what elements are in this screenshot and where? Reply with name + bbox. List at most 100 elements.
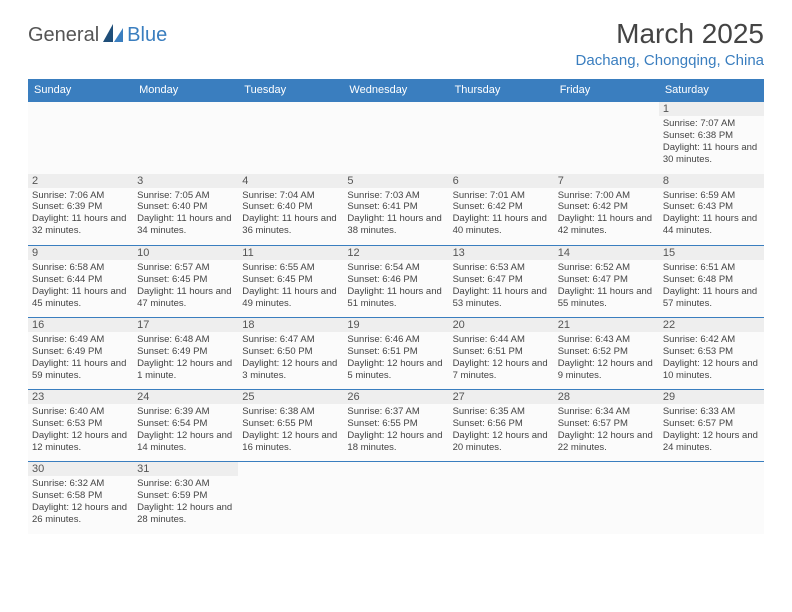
calendar-cell: 3Sunrise: 7:05 AMSunset: 6:40 PMDaylight… — [133, 174, 238, 246]
sunrise-line: Sunrise: 6:40 AM — [32, 406, 129, 418]
calendar-cell: 19Sunrise: 6:46 AMSunset: 6:51 PMDayligh… — [343, 318, 448, 390]
sunset-line: Sunset: 6:43 PM — [663, 201, 760, 213]
calendar-cell: 24Sunrise: 6:39 AMSunset: 6:54 PMDayligh… — [133, 390, 238, 462]
day-number: 1 — [659, 102, 764, 116]
calendar-cell: 5Sunrise: 7:03 AMSunset: 6:41 PMDaylight… — [343, 174, 448, 246]
calendar-cell — [449, 102, 554, 174]
calendar-cell: 28Sunrise: 6:34 AMSunset: 6:57 PMDayligh… — [554, 390, 659, 462]
sunrise-line: Sunrise: 7:05 AM — [137, 190, 234, 202]
sunset-line: Sunset: 6:52 PM — [558, 346, 655, 358]
day-number: 12 — [343, 246, 448, 260]
daylight-line: Daylight: 11 hours and 45 minutes. — [32, 286, 129, 310]
calendar-cell: 26Sunrise: 6:37 AMSunset: 6:55 PMDayligh… — [343, 390, 448, 462]
daylight-line: Daylight: 11 hours and 44 minutes. — [663, 213, 760, 237]
day-number: 5 — [343, 174, 448, 188]
sunrise-line: Sunrise: 6:46 AM — [347, 334, 444, 346]
calendar-cell: 21Sunrise: 6:43 AMSunset: 6:52 PMDayligh… — [554, 318, 659, 390]
calendar-cell: 2Sunrise: 7:06 AMSunset: 6:39 PMDaylight… — [28, 174, 133, 246]
day-number: 29 — [659, 390, 764, 404]
sunrise-line: Sunrise: 6:55 AM — [242, 262, 339, 274]
sunset-line: Sunset: 6:58 PM — [32, 490, 129, 502]
sunset-line: Sunset: 6:46 PM — [347, 274, 444, 286]
daylight-line: Daylight: 11 hours and 51 minutes. — [347, 286, 444, 310]
day-number: 9 — [28, 246, 133, 260]
daylight-line: Daylight: 11 hours and 57 minutes. — [663, 286, 760, 310]
sunrise-line: Sunrise: 6:30 AM — [137, 478, 234, 490]
sunrise-line: Sunrise: 6:47 AM — [242, 334, 339, 346]
daylight-line: Daylight: 12 hours and 22 minutes. — [558, 430, 655, 454]
sunset-line: Sunset: 6:57 PM — [558, 418, 655, 430]
sunset-line: Sunset: 6:38 PM — [663, 130, 760, 142]
day-number: 14 — [554, 246, 659, 260]
calendar-cell — [28, 102, 133, 174]
sunset-line: Sunset: 6:55 PM — [347, 418, 444, 430]
daylight-line: Daylight: 11 hours and 42 minutes. — [558, 213, 655, 237]
logo-sail-icon — [103, 24, 125, 47]
daylight-line: Daylight: 12 hours and 26 minutes. — [32, 502, 129, 526]
sunset-line: Sunset: 6:41 PM — [347, 201, 444, 213]
day-number: 6 — [449, 174, 554, 188]
sunset-line: Sunset: 6:45 PM — [137, 274, 234, 286]
calendar-cell: 10Sunrise: 6:57 AMSunset: 6:45 PMDayligh… — [133, 246, 238, 318]
calendar-table: SundayMondayTuesdayWednesdayThursdayFrid… — [28, 79, 764, 534]
daylight-line: Daylight: 12 hours and 10 minutes. — [663, 358, 760, 382]
daylight-line: Daylight: 11 hours and 49 minutes. — [242, 286, 339, 310]
calendar-cell — [343, 102, 448, 174]
calendar-cell: 20Sunrise: 6:44 AMSunset: 6:51 PMDayligh… — [449, 318, 554, 390]
calendar-cell: 30Sunrise: 6:32 AMSunset: 6:58 PMDayligh… — [28, 462, 133, 534]
logo-text-blue: Blue — [127, 24, 167, 47]
calendar-cell — [554, 102, 659, 174]
sunset-line: Sunset: 6:59 PM — [137, 490, 234, 502]
day-number: 4 — [238, 174, 343, 188]
page-header: General Blue March 2025 Dachang, Chongqi… — [28, 18, 764, 69]
sunset-line: Sunset: 6:50 PM — [242, 346, 339, 358]
sunrise-line: Sunrise: 7:00 AM — [558, 190, 655, 202]
day-number: 11 — [238, 246, 343, 260]
sunset-line: Sunset: 6:42 PM — [453, 201, 550, 213]
calendar-row: 9Sunrise: 6:58 AMSunset: 6:44 PMDaylight… — [28, 246, 764, 318]
day-number: 22 — [659, 318, 764, 332]
calendar-cell: 9Sunrise: 6:58 AMSunset: 6:44 PMDaylight… — [28, 246, 133, 318]
daylight-line: Daylight: 12 hours and 3 minutes. — [242, 358, 339, 382]
sunrise-line: Sunrise: 6:44 AM — [453, 334, 550, 346]
daylight-line: Daylight: 12 hours and 9 minutes. — [558, 358, 655, 382]
day-number: 28 — [554, 390, 659, 404]
daylight-line: Daylight: 12 hours and 12 minutes. — [32, 430, 129, 454]
sunrise-line: Sunrise: 6:35 AM — [453, 406, 550, 418]
sunrise-line: Sunrise: 6:42 AM — [663, 334, 760, 346]
calendar-cell: 31Sunrise: 6:30 AMSunset: 6:59 PMDayligh… — [133, 462, 238, 534]
day-number: 8 — [659, 174, 764, 188]
calendar-cell: 22Sunrise: 6:42 AMSunset: 6:53 PMDayligh… — [659, 318, 764, 390]
sunset-line: Sunset: 6:57 PM — [663, 418, 760, 430]
sunrise-line: Sunrise: 6:59 AM — [663, 190, 760, 202]
calendar-cell — [659, 462, 764, 534]
sunrise-line: Sunrise: 6:43 AM — [558, 334, 655, 346]
calendar-cell: 29Sunrise: 6:33 AMSunset: 6:57 PMDayligh… — [659, 390, 764, 462]
sunrise-line: Sunrise: 7:06 AM — [32, 190, 129, 202]
daylight-line: Daylight: 12 hours and 7 minutes. — [453, 358, 550, 382]
daylight-line: Daylight: 11 hours and 36 minutes. — [242, 213, 339, 237]
weekday-header: Saturday — [659, 79, 764, 102]
sunrise-line: Sunrise: 6:37 AM — [347, 406, 444, 418]
calendar-cell: 4Sunrise: 7:04 AMSunset: 6:40 PMDaylight… — [238, 174, 343, 246]
sunrise-line: Sunrise: 7:04 AM — [242, 190, 339, 202]
daylight-line: Daylight: 11 hours and 59 minutes. — [32, 358, 129, 382]
calendar-cell: 7Sunrise: 7:00 AMSunset: 6:42 PMDaylight… — [554, 174, 659, 246]
calendar-cell: 23Sunrise: 6:40 AMSunset: 6:53 PMDayligh… — [28, 390, 133, 462]
month-title: March 2025 — [576, 18, 764, 50]
daylight-line: Daylight: 11 hours and 55 minutes. — [558, 286, 655, 310]
daylight-line: Daylight: 11 hours and 53 minutes. — [453, 286, 550, 310]
sunset-line: Sunset: 6:47 PM — [558, 274, 655, 286]
calendar-row: 1Sunrise: 7:07 AMSunset: 6:38 PMDaylight… — [28, 102, 764, 174]
calendar-cell — [238, 102, 343, 174]
sunrise-line: Sunrise: 6:49 AM — [32, 334, 129, 346]
day-number: 16 — [28, 318, 133, 332]
daylight-line: Daylight: 11 hours and 47 minutes. — [137, 286, 234, 310]
weekday-header: Monday — [133, 79, 238, 102]
day-number: 18 — [238, 318, 343, 332]
weekday-header: Friday — [554, 79, 659, 102]
sunrise-line: Sunrise: 6:39 AM — [137, 406, 234, 418]
calendar-cell — [238, 462, 343, 534]
day-number: 13 — [449, 246, 554, 260]
sunset-line: Sunset: 6:47 PM — [453, 274, 550, 286]
